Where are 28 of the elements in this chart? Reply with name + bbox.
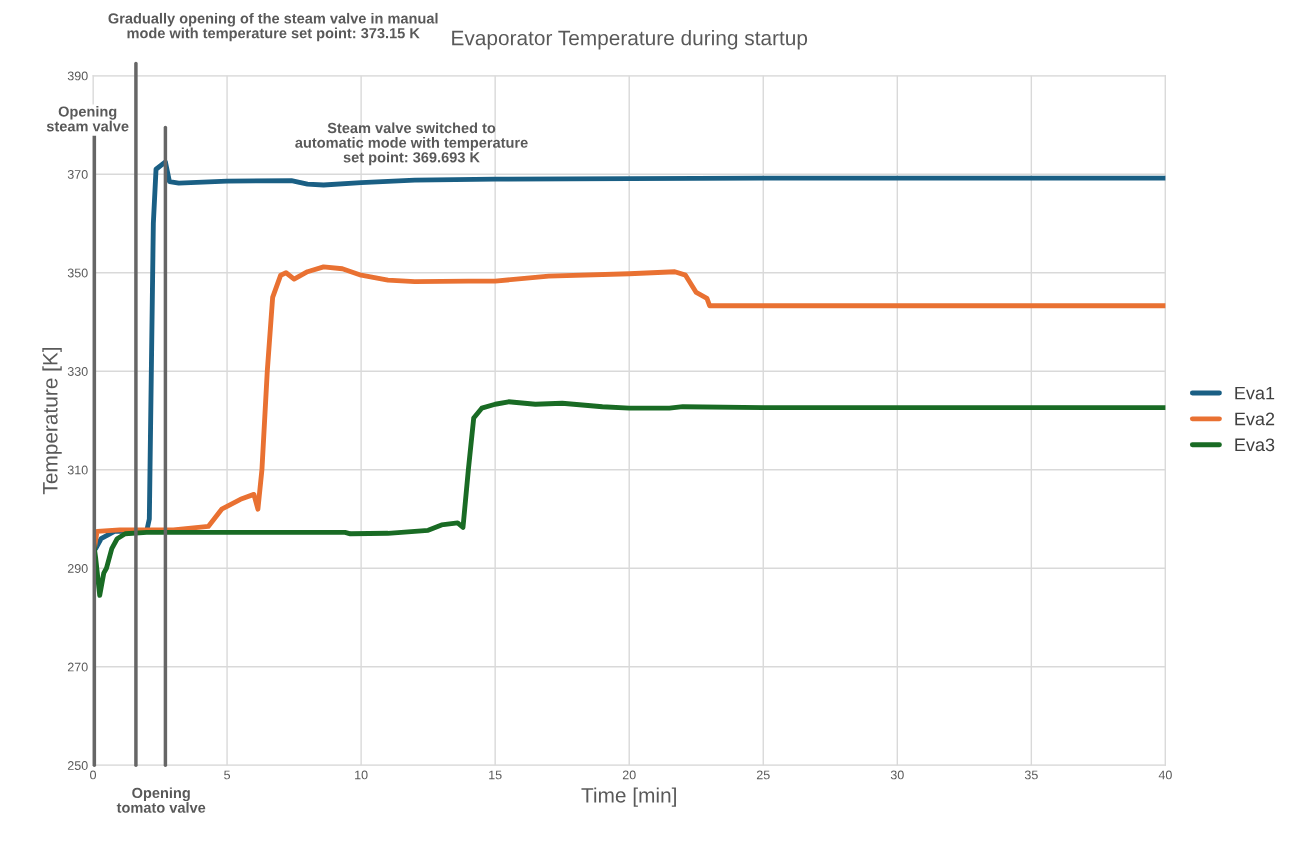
y-axis-title: Temperature [K]: [42, 347, 62, 495]
legend-label: Eva1: [1235, 386, 1275, 400]
line-series: [93, 399, 1166, 598]
x-tick-label: 15: [489, 770, 502, 780]
text: Gradually opening of the steam valve in manual mode with temperature set point: 373.15 K: [108, 12, 438, 42]
y-tick-label: 350: [67, 268, 88, 278]
chart-title: Evaporator Temperature during startup: [452, 30, 808, 50]
x-tick-label: 40: [1158, 770, 1172, 780]
y-tick-label: 310: [67, 465, 88, 475]
y-tick-label: 370: [67, 170, 88, 179]
annotation: Steam valve switched to automatic mode with temperature set point: 369.693 K: [295, 122, 528, 166]
legend-label: Eva2: [1235, 412, 1275, 426]
y-tick-label: 290: [67, 564, 88, 573]
x-tick-label: 30: [890, 770, 904, 780]
x-axis-title: Time [min]: [581, 787, 676, 807]
x-tick-label: 25: [756, 770, 770, 780]
y-tick-label: 250: [67, 761, 88, 770]
x-tick-label: 20: [622, 770, 636, 780]
x-tick-label: 10: [355, 770, 368, 780]
y-tick-label: 390: [67, 71, 88, 81]
x-tick-label: 35: [1024, 770, 1038, 780]
legend-label: Eva3: [1235, 438, 1275, 452]
y-tick-label: 330: [67, 367, 88, 376]
text: Opening tomato valve: [116, 787, 206, 813]
annotation: Opening steam valve: [46, 106, 129, 132]
x-tick-label: 0: [90, 770, 97, 780]
x-tick-label: 5: [224, 770, 231, 780]
y-tick-label: 270: [67, 662, 88, 672]
